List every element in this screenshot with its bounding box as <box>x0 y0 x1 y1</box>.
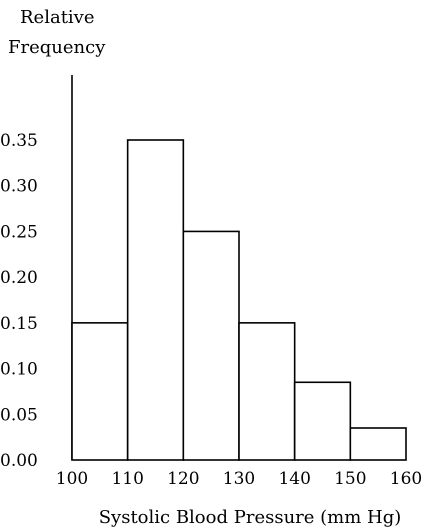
y-tick-label: 0.15 <box>0 314 38 334</box>
bars-group <box>71 139 407 461</box>
y-tick-label: 0.35 <box>0 131 38 151</box>
histogram-bar-110-120 <box>126 139 185 461</box>
histogram-bar-100-110 <box>71 322 129 461</box>
y-tick-label: 0.30 <box>0 177 38 197</box>
x-tick-label: 100 <box>56 469 88 489</box>
x-tick-label: 110 <box>111 469 143 489</box>
x-tick-label: 150 <box>334 469 366 489</box>
y-axis-title-line1: Relative <box>20 7 95 28</box>
histogram-bar-150-160 <box>349 427 407 461</box>
x-tick-label: 140 <box>278 469 310 489</box>
histogram-bar-130-140 <box>238 322 296 461</box>
histogram-bar-120-130 <box>182 230 240 461</box>
y-tick-label: 0.00 <box>0 451 38 471</box>
x-tick-label: 120 <box>167 469 199 489</box>
x-ticks-group: 100 110 120 130 140 150 160 <box>56 469 422 489</box>
histogram-bar-140-150 <box>293 381 352 461</box>
y-tick-label: 0.05 <box>0 405 38 425</box>
y-ticks-group: 0.00 0.05 0.10 0.15 0.20 0.25 0.30 0.35 <box>0 131 38 471</box>
x-tick-label: 160 <box>390 469 422 489</box>
x-axis-title: Systolic Blood Pressure (mm Hg) <box>99 507 402 528</box>
y-tick-label: 0.10 <box>0 360 38 380</box>
x-tick-label: 130 <box>223 469 255 489</box>
y-tick-label: 0.25 <box>0 222 38 242</box>
y-axis-title-line2: Frequency <box>8 37 106 58</box>
y-tick-label: 0.20 <box>0 268 38 288</box>
